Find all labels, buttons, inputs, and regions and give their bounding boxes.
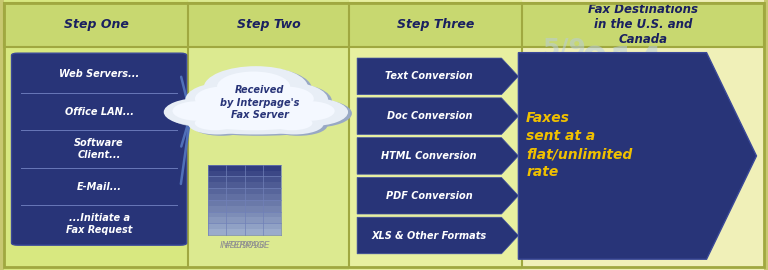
Ellipse shape <box>192 115 250 136</box>
Polygon shape <box>357 217 518 254</box>
Ellipse shape <box>258 87 314 111</box>
Polygon shape <box>357 177 518 214</box>
Text: 254: 254 <box>583 228 646 258</box>
Text: 864: 864 <box>597 124 678 162</box>
Ellipse shape <box>204 66 308 109</box>
Ellipse shape <box>185 82 265 117</box>
Text: Fax Destinations
in the U.S. and
Canada: Fax Destinations in the U.S. and Canada <box>588 4 698 46</box>
Text: #909090: #909090 <box>223 241 266 250</box>
Bar <box>4 0 188 270</box>
Text: ...Initiate a
Fax Request: ...Initiate a Fax Request <box>66 213 132 235</box>
Bar <box>208 211 281 217</box>
Text: Step Two: Step Two <box>237 18 301 32</box>
Ellipse shape <box>252 84 332 119</box>
Bar <box>208 229 281 235</box>
Bar <box>208 171 281 176</box>
Text: 914: 914 <box>581 46 663 84</box>
Text: 516: 516 <box>588 164 664 198</box>
Text: HTML Conversion: HTML Conversion <box>382 151 477 161</box>
Ellipse shape <box>195 116 236 130</box>
Ellipse shape <box>173 101 224 121</box>
Polygon shape <box>357 98 518 134</box>
Bar <box>208 176 281 182</box>
Text: Step One: Step One <box>64 18 128 32</box>
Bar <box>349 0 522 270</box>
Ellipse shape <box>272 116 313 130</box>
Ellipse shape <box>265 114 323 134</box>
Text: Web Servers...: Web Servers... <box>59 69 139 79</box>
Bar <box>208 188 281 194</box>
Bar <box>208 217 281 223</box>
Ellipse shape <box>189 84 269 119</box>
Polygon shape <box>518 53 756 259</box>
Ellipse shape <box>188 114 323 134</box>
Ellipse shape <box>179 96 333 128</box>
Ellipse shape <box>183 97 336 130</box>
Text: Office LAN...: Office LAN... <box>65 107 134 117</box>
Ellipse shape <box>278 99 352 127</box>
Ellipse shape <box>188 114 247 134</box>
Text: Faxes
sent at a
flat/unlimited
rate: Faxes sent at a flat/unlimited rate <box>526 111 632 179</box>
Ellipse shape <box>164 98 237 126</box>
Polygon shape <box>357 138 518 174</box>
Ellipse shape <box>207 68 312 111</box>
Bar <box>208 165 281 171</box>
Ellipse shape <box>192 115 327 136</box>
Bar <box>208 182 281 188</box>
Bar <box>4 3 764 47</box>
Bar <box>208 200 281 206</box>
Ellipse shape <box>207 116 301 130</box>
Bar <box>188 0 349 270</box>
Bar <box>208 206 281 211</box>
Text: PDF Conversion: PDF Conversion <box>386 191 472 201</box>
Text: 212: 212 <box>662 202 720 230</box>
Ellipse shape <box>283 101 335 121</box>
Bar <box>208 223 281 229</box>
Polygon shape <box>357 58 518 94</box>
Ellipse shape <box>248 82 328 117</box>
Ellipse shape <box>167 99 241 127</box>
Ellipse shape <box>195 87 251 111</box>
Text: XLS & Other Formats: XLS & Other Formats <box>372 231 487 241</box>
Ellipse shape <box>200 100 307 122</box>
Text: Received
by Interpage's
Fax Server: Received by Interpage's Fax Server <box>220 85 300 120</box>
Text: Text Conversion: Text Conversion <box>386 71 473 81</box>
Text: INTERPAGE: INTERPAGE <box>220 241 270 250</box>
Text: Step Three: Step Three <box>397 18 475 32</box>
FancyBboxPatch shape <box>12 53 187 245</box>
Ellipse shape <box>269 115 327 136</box>
Text: Software
Client...: Software Client... <box>74 138 124 160</box>
Text: E-Mail...: E-Mail... <box>77 182 121 192</box>
Ellipse shape <box>217 72 290 102</box>
Text: 5/9: 5/9 <box>542 37 587 60</box>
Bar <box>522 0 764 270</box>
Bar <box>208 194 281 200</box>
Text: Doc Conversion: Doc Conversion <box>386 111 472 121</box>
Ellipse shape <box>274 98 348 126</box>
Text: 554: 554 <box>636 93 700 123</box>
